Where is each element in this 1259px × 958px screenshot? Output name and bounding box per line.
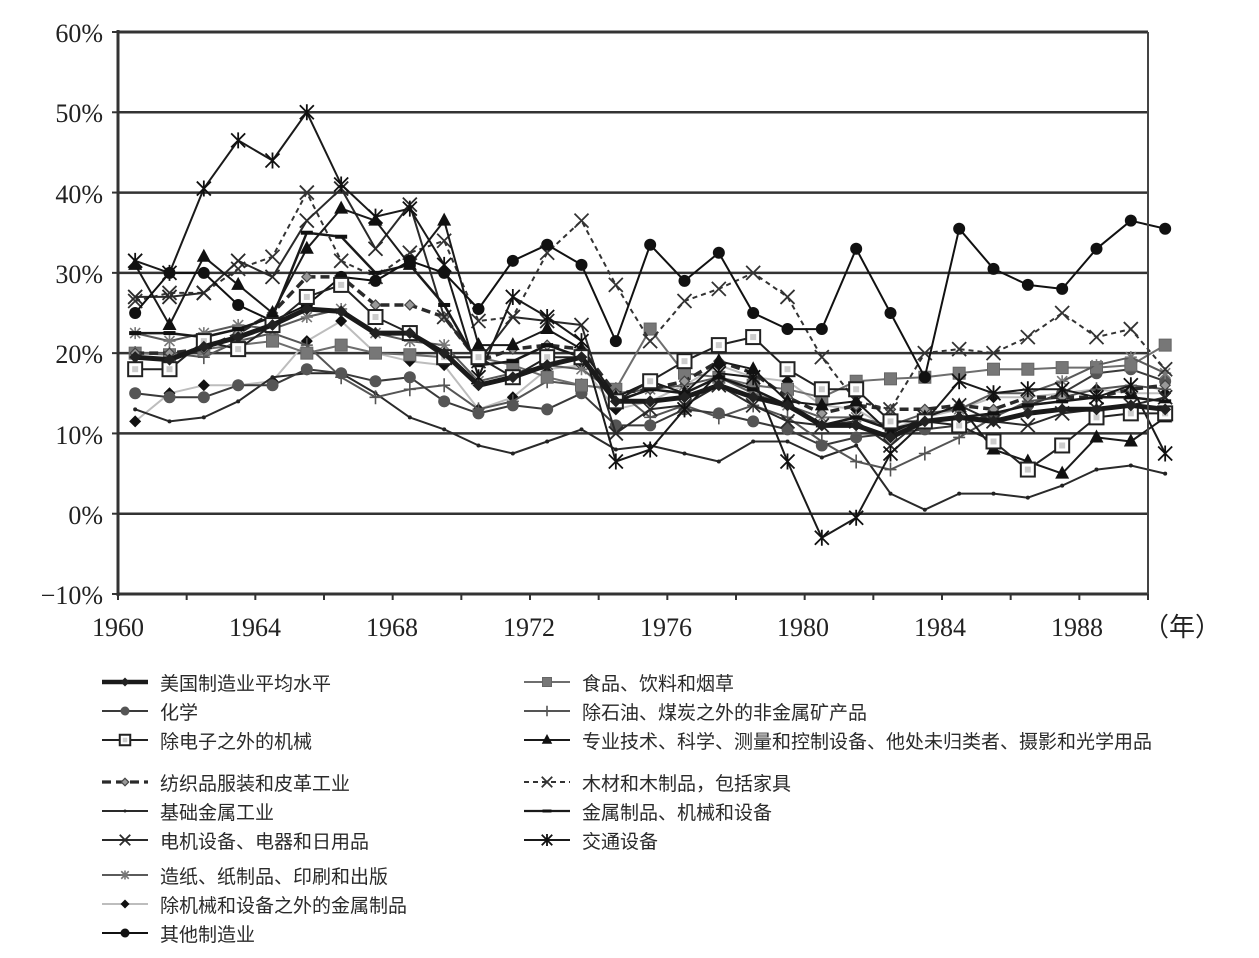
legend-symbol-icon [102, 677, 148, 687]
y-tick-label: 30% [55, 260, 103, 289]
legend-item-basicmetal: 基础金属工业 [100, 797, 274, 825]
x-tick-label: 1980 [777, 613, 829, 642]
legend-symbol-icon [102, 809, 148, 813]
legend-symbol-icon [102, 706, 148, 716]
legend-label: 金属制品、机械和设备 [582, 801, 773, 824]
y-tick-label: 20% [55, 340, 103, 369]
line-chart: 60% 50% 40% 30% 20% 10% 0% −10% 1960 196… [41, 19, 1221, 642]
legend-symbol-icon [102, 899, 148, 909]
legend-symbol-icon [524, 705, 570, 717]
series-transport [127, 104, 1173, 546]
y-tick-label: 40% [55, 180, 103, 209]
legend-label: 木材和木制品，包括家具 [582, 772, 792, 795]
x-axis-labels: 1960 1964 1968 1972 1976 1980 1984 1988 … [92, 613, 1221, 642]
legend-label: 基础金属工业 [160, 801, 275, 824]
legend-label: 造纸、纸制品、印刷和出版 [160, 865, 389, 888]
x-tick-label: 1960 [92, 613, 144, 642]
legend-label: 交通设备 [582, 830, 659, 853]
legend-item-avg: 美国制造业平均水平 [100, 668, 331, 696]
legend-label: 除石油、煤炭之外的非金属矿产品 [582, 701, 868, 724]
series-avg [129, 302, 1172, 444]
legend-symbol-icon [102, 777, 148, 787]
x-tick-label: 1968 [366, 613, 418, 642]
y-tick-label: 50% [55, 99, 103, 128]
legend-item-machinery: 除电子之外的机械 [100, 726, 312, 754]
y-tick-label: 0% [68, 501, 103, 530]
legend-symbol-icon [102, 733, 148, 747]
x-tick-label: 1988 [1051, 613, 1103, 642]
legend-item-metalmach: 金属制品、机械和设备 [522, 797, 772, 825]
axes [112, 30, 1149, 600]
legend-item-nonmetal: 除石油、煤炭之外的非金属矿产品 [522, 697, 867, 725]
legend-label: 专业技术、科学、测量和控制设备、他处未归类者、摄影和光学用品 [582, 730, 1153, 753]
legend-symbol-icon [524, 809, 570, 813]
series-layer [127, 104, 1174, 546]
legend-symbol-icon [102, 834, 148, 846]
legend-symbol-icon [102, 928, 148, 938]
legend-label: 化学 [160, 701, 199, 724]
legend-symbol-icon [524, 776, 570, 788]
legend-symbol-icon [524, 734, 570, 744]
x-axis-unit: （年） [1143, 613, 1221, 642]
x-tick-label: 1964 [229, 613, 281, 642]
y-axis-labels: 60% 50% 40% 30% 20% 10% 0% −10% [41, 19, 103, 610]
legend-symbol-icon [102, 870, 148, 880]
legend-item-chem: 化学 [100, 697, 198, 725]
legend-label: 其他制造业 [160, 923, 256, 946]
legend-item-other: 其他制造业 [100, 919, 255, 947]
legend-symbol-icon [524, 834, 570, 846]
legend-item-textile: 纺织品服装和皮革工业 [100, 768, 350, 796]
series-other [129, 214, 1172, 384]
legend-item-metalprod: 除机械和设备之外的金属制品 [100, 890, 407, 918]
legend-item-food: 食品、饮料和烟草 [522, 668, 734, 696]
y-tick-label: −10% [41, 581, 103, 610]
legend-label: 美国制造业平均水平 [160, 672, 332, 695]
legend-item-paper: 造纸、纸制品、印刷和出版 [100, 861, 388, 889]
legend-label: 除机械和设备之外的金属制品 [160, 894, 408, 917]
legend-item-instruments: 专业技术、科学、测量和控制设备、他处未归类者、摄影和光学用品 [522, 726, 1152, 754]
y-tick-label: 10% [55, 421, 103, 450]
x-tick-label: 1984 [914, 613, 966, 642]
x-tick-label: 1976 [640, 613, 692, 642]
y-tick-label: 60% [55, 19, 103, 48]
legend-symbol-icon [524, 677, 570, 687]
legend-item-wood: 木材和木制品，包括家具 [522, 768, 791, 796]
legend-label: 食品、饮料和烟草 [582, 672, 735, 695]
legend-label: 纺织品服装和皮革工业 [160, 772, 351, 795]
legend-label: 电机设备、电器和日用品 [160, 830, 370, 853]
legend-item-transport: 交通设备 [522, 826, 658, 854]
series-food [128, 322, 1172, 404]
legend: 美国制造业平均水平 化学 除电子之外的机械 纺织品服装和皮革工业 基础金属工业 … [100, 668, 1250, 953]
legend-label: 除电子之外的机械 [160, 730, 313, 753]
x-tick-label: 1972 [503, 613, 555, 642]
legend-item-electrical: 电机设备、电器和日用品 [100, 826, 369, 854]
